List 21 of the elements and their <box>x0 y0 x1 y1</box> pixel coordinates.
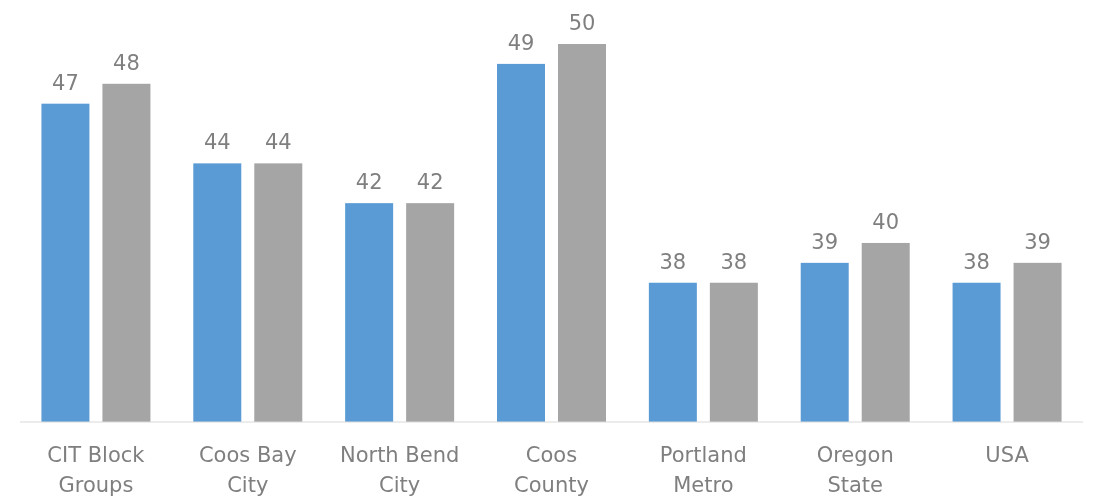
data-label: 44 <box>203 130 231 155</box>
data-label: 50 <box>568 11 596 35</box>
x-tick-label: Coos Bay City <box>198 443 297 497</box>
x-tick-label: North Bend City <box>339 443 460 497</box>
x-tick-label: Portland Metro <box>659 443 747 497</box>
data-label: 38 <box>659 249 687 274</box>
x-tick-label: Oregon State <box>816 443 894 497</box>
data-label: 44 <box>264 130 292 155</box>
x-tick-label: Coos County <box>514 443 589 497</box>
data-label: 40 <box>872 209 900 234</box>
data-label: 39 <box>1024 229 1051 254</box>
data-label: 38 <box>720 249 748 274</box>
data-label: 42 <box>416 170 444 195</box>
data-label: 48 <box>113 50 140 75</box>
data-label: 49 <box>507 30 535 55</box>
data-label: 42 <box>355 170 383 195</box>
data-label: 38 <box>963 249 990 274</box>
x-tick-label: USA <box>985 443 1030 467</box>
data-label: 47 <box>52 70 79 95</box>
data-label: 39 <box>811 229 839 254</box>
x-tick-label: CIT Block Groups <box>47 443 146 497</box>
